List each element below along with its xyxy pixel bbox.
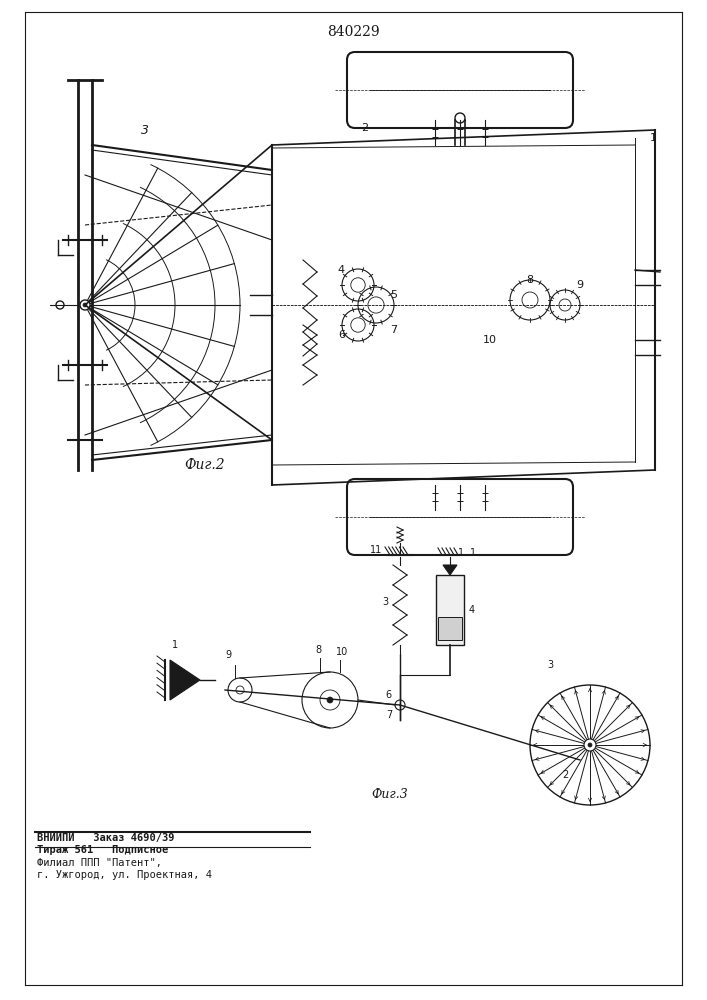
Text: 6: 6 [338,330,345,340]
Text: Фиг.3: Фиг.3 [372,788,409,802]
Text: 4: 4 [338,265,345,275]
Text: 7: 7 [386,710,392,720]
Circle shape [455,113,465,123]
Text: Филиал ППП "Патент",: Филиал ППП "Патент", [37,858,162,868]
Text: 2: 2 [562,770,568,780]
Text: 9: 9 [225,650,231,660]
Circle shape [327,697,333,703]
FancyBboxPatch shape [347,479,573,555]
Text: Тираж 561   Подписное: Тираж 561 Подписное [37,845,168,855]
FancyBboxPatch shape [347,52,573,128]
Text: 3: 3 [547,660,553,670]
Text: г. Ужгород, ул. Проектная, 4: г. Ужгород, ул. Проектная, 4 [37,870,212,880]
Text: 2: 2 [361,123,368,133]
Text: 3: 3 [141,123,149,136]
Text: 840229: 840229 [327,25,380,39]
Polygon shape [170,660,200,700]
Text: 6: 6 [386,690,392,700]
Circle shape [83,303,87,307]
Text: 7: 7 [390,325,397,335]
Text: 1: 1 [650,133,657,143]
Text: 1: 1 [470,548,476,558]
Text: 4: 4 [469,605,475,615]
Text: 10: 10 [336,647,348,657]
Text: ВНИИПИ   Заказ 4690/39: ВНИИПИ Заказ 4690/39 [37,833,175,843]
Text: 5: 5 [390,290,397,300]
Text: 8: 8 [315,645,321,655]
Text: 8: 8 [527,275,534,285]
Circle shape [588,743,592,747]
Circle shape [80,300,90,310]
Bar [438,617,462,640]
Text: 1: 1 [172,640,178,650]
Text: 3: 3 [382,597,388,607]
Text: 10: 10 [483,335,497,345]
Polygon shape [443,565,457,575]
Text: Фиг.2: Фиг.2 [185,458,226,472]
Text: 1: 1 [458,548,464,558]
Text: 11: 11 [370,545,382,555]
Text: 9: 9 [576,280,583,290]
Circle shape [584,739,596,751]
Bar [436,575,464,645]
